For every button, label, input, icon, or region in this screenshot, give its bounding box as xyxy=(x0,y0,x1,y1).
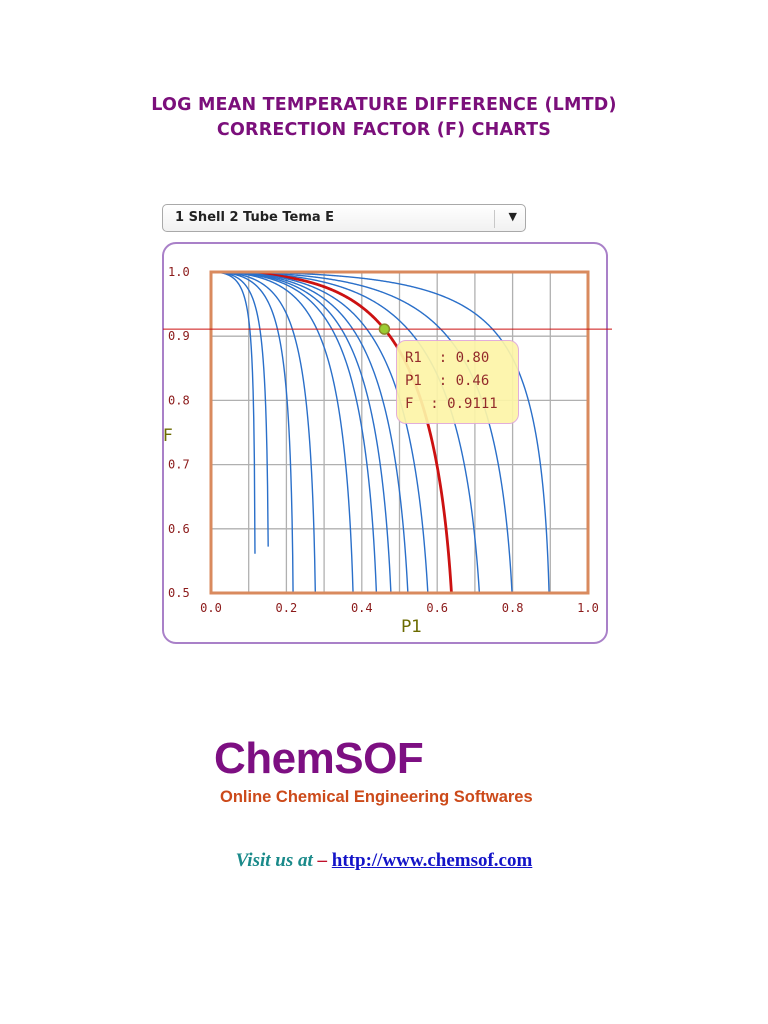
dropdown-separator xyxy=(494,210,495,228)
curve-R1=4.0 xyxy=(211,272,294,593)
chart-curves xyxy=(211,272,550,593)
svg-text:1.0: 1.0 xyxy=(168,265,190,279)
svg-text:0.8: 0.8 xyxy=(168,393,190,407)
chevron-down-icon[interactable]: ▼ xyxy=(508,210,517,223)
svg-text:0.6: 0.6 xyxy=(426,601,448,615)
curve-R1=3.0 xyxy=(211,272,316,592)
title-line-1: LOG MEAN TEMPERATURE DIFFERENCE (LMTD) xyxy=(151,95,617,115)
x-axis-label: P1 xyxy=(401,617,422,637)
crosshair xyxy=(163,323,612,335)
chemsof-logo: ChemSOF xyxy=(214,734,424,783)
svg-text:0.7: 0.7 xyxy=(168,458,190,472)
curve-R1=1.0 xyxy=(211,272,429,593)
exchanger-type-select[interactable]: 1 Shell 2 Tube Tema E ▼ xyxy=(162,204,526,232)
logo-tagline: Online Chemical Engineering Softwares xyxy=(220,788,533,806)
visit-line: Visit us at – http://www.chemsof.com xyxy=(0,850,768,872)
tooltip-f: F : 0.9111 xyxy=(405,396,498,412)
page-title: LOG MEAN TEMPERATURE DIFFERENCE (LMTD) C… xyxy=(0,93,768,143)
curve-R1=0.8 xyxy=(211,272,453,593)
title-line-2: CORRECTION FACTOR (F) CHARTS xyxy=(216,120,552,140)
point-tooltip: R1 : 0.80 P1 : 0.46 F : 0.9111 xyxy=(396,340,519,424)
curve-R1=2.0 xyxy=(211,272,354,593)
curve-R1=6.0 xyxy=(211,272,269,547)
chart-grid xyxy=(211,272,588,593)
svg-text:0.5: 0.5 xyxy=(168,586,190,600)
axis-ticks: 0.0 0.2 0.4 0.6 0.8 1.0 0.5 0.6 0.7 0.8 0.9 1.0 xyxy=(168,265,599,615)
visit-lead: Visit us at xyxy=(235,850,313,871)
tooltip-r: R1 : 0.80 xyxy=(405,350,490,366)
svg-text:0.4: 0.4 xyxy=(351,601,373,615)
website-link[interactable]: http://www.chemsof.com xyxy=(331,850,533,871)
y-axis-label: F xyxy=(163,426,173,446)
tooltip-p: P1 : 0.46 xyxy=(405,373,490,389)
svg-text:0.6: 0.6 xyxy=(168,522,190,536)
visit-dash: – xyxy=(312,850,332,871)
svg-text:1.0: 1.0 xyxy=(577,601,599,615)
svg-text:0.2: 0.2 xyxy=(276,601,298,615)
plot-border xyxy=(209,270,590,595)
svg-text:0.9: 0.9 xyxy=(168,329,190,343)
selected-exchanger-type: 1 Shell 2 Tube Tema E xyxy=(175,210,335,225)
curve-R1=0.6 xyxy=(211,272,481,593)
svg-text:0.8: 0.8 xyxy=(502,601,524,615)
selected-point-marker[interactable] xyxy=(378,323,391,335)
svg-text:0.0: 0.0 xyxy=(200,601,222,615)
